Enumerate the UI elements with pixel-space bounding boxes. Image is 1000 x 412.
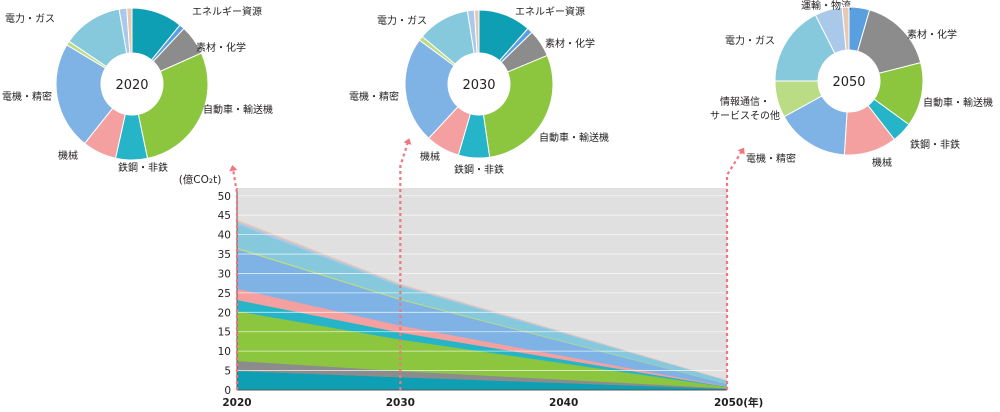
slice-label: 電機・精密 (2, 90, 52, 103)
donut-slice (55, 44, 114, 145)
slice-label: 鉄鋼・非鉄 (910, 138, 960, 151)
slice-label: 素材・化学 (196, 41, 246, 54)
donut-slice (137, 52, 209, 159)
slice-label: 機械 (420, 150, 440, 163)
connector-arrow-2 (399, 138, 412, 390)
y-tick-label: 40 (218, 230, 231, 242)
x-tick-label: 2030 (386, 397, 415, 409)
donut-center-label: 2020 (115, 78, 148, 93)
donut-center-label: 2050 (832, 75, 865, 90)
y-tick-label: 25 (218, 288, 231, 300)
donut-center-label: 2030 (462, 78, 495, 93)
slice-label: 電機・精密 (746, 152, 796, 165)
slice-label: 情報通信・サービスその他 (710, 95, 780, 122)
x-tick-label: 2020 (222, 397, 251, 409)
slice-label: 機械 (58, 149, 78, 162)
y-tick-label: 0 (224, 385, 231, 397)
y-tick-label: 5 (224, 366, 231, 378)
slice-label: 素材・化学 (545, 37, 595, 50)
slice-label: 鉄鋼・非鉄 (454, 163, 504, 176)
donut-slice (841, 6, 850, 51)
slice-label: 自動車・輸送機 (203, 103, 273, 116)
x-tick-label: 2040 (549, 397, 578, 409)
y-tick-label: 10 (218, 346, 231, 358)
slice-label: 鉄鋼・非鉄 (118, 161, 168, 174)
donut-hole (449, 54, 509, 114)
slice-label: 機械 (872, 156, 892, 169)
donut-slice (473, 9, 480, 54)
slice-label: 自動車・輸送機 (923, 96, 993, 109)
donut-slice (404, 39, 459, 139)
y-tick-label: 20 (218, 307, 231, 319)
y-tick-label: 30 (218, 268, 231, 280)
y-tick-label: 35 (218, 249, 231, 261)
slice-label: エネルギー資源 (192, 5, 262, 18)
donut-hole (102, 54, 162, 114)
slice-label: エネルギー資源 (515, 5, 585, 18)
x-tick-label: 2050(年) (714, 396, 763, 409)
slice-label: 電力・ガス (377, 14, 427, 27)
slice-label: 電機・精密 (349, 90, 399, 103)
slice-label: 運輸・物流 (801, 0, 851, 12)
y-tick-label: 50 (218, 191, 231, 203)
connector-arrow-1 (229, 165, 239, 390)
slice-label: 電力・ガス (725, 34, 775, 47)
slice-label: 素材・化学 (907, 28, 957, 41)
y-axis-label: (億CO₂t) (179, 173, 222, 186)
donut-slice (482, 54, 554, 158)
donut-slice (126, 7, 133, 54)
connector-arrow-3 (725, 147, 745, 390)
y-tick-label: 45 (218, 210, 231, 222)
donut-hole (819, 51, 879, 111)
slice-label: 自動車・輸送機 (539, 131, 609, 144)
slice-label: 電力・ガス (5, 12, 55, 25)
y-tick-label: 15 (218, 327, 231, 339)
